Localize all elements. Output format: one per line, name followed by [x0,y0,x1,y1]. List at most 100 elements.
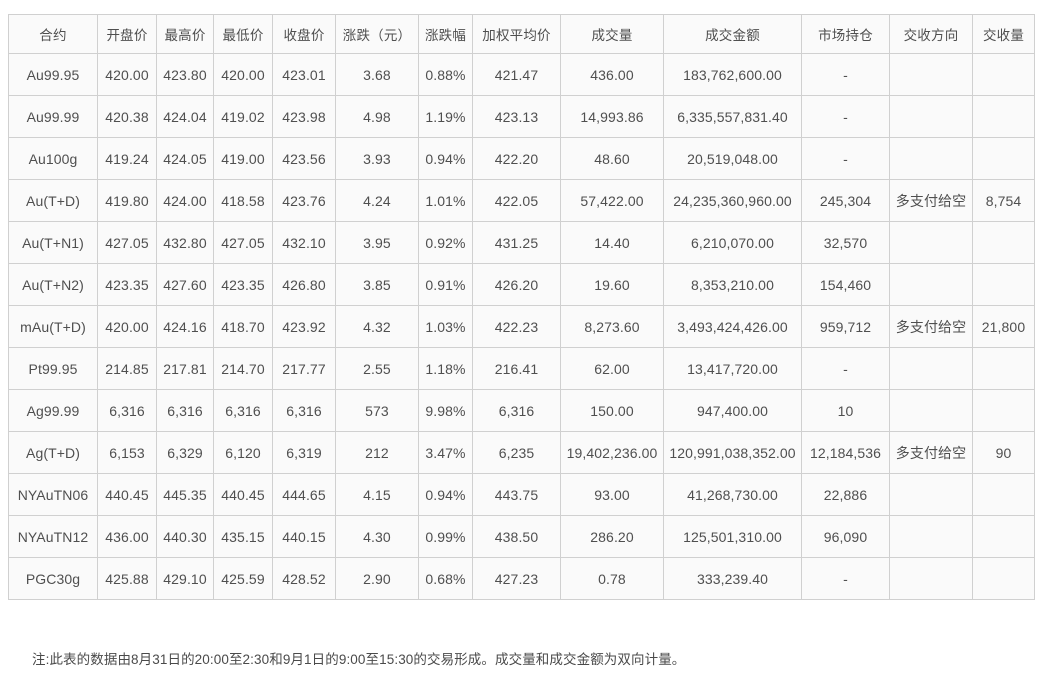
cell-delivery-direction [889,95,973,138]
cell-volume: 436.00 [560,53,664,96]
cell-open-price: 214.85 [97,347,157,390]
cell-turnover: 120,991,038,352.00 [663,431,802,474]
cell-volume: 93.00 [560,473,664,516]
cell-delivery-volume [972,389,1035,432]
cell-open-price: 427.05 [97,221,157,264]
cell-delivery-volume [972,347,1035,390]
cell-change: 573 [335,389,419,432]
cell-contract: PGC30g [8,557,98,600]
cell-open-interest: 245,304 [801,179,890,222]
cell-open-price: 6,153 [97,431,157,474]
cell-high-price: 445.35 [156,473,214,516]
cell-change-percent: 1.19% [418,95,473,138]
cell-change-percent: 0.94% [418,137,473,180]
cell-contract: Au99.95 [8,53,98,96]
cell-contract: Au(T+D) [8,179,98,222]
cell-high-price: 6,329 [156,431,214,474]
cell-open-price: 420.00 [97,305,157,348]
cell-high-price: 424.05 [156,137,214,180]
cell-weighted-average-price: 6,316 [472,389,561,432]
cell-delivery-direction [889,389,973,432]
table-row: mAu(T+D) 420.00 424.16 418.70 423.92 4.32 1.03… [8,305,1035,348]
cell-change-percent: 0.99% [418,515,473,558]
cell-low-price: 420.00 [213,53,273,96]
cell-open-interest: 10 [801,389,890,432]
cell-delivery-direction: 多支付给空 [889,305,973,348]
column-header-delivery-volume: 交收量 [972,14,1035,54]
cell-open-interest: - [801,137,890,180]
cell-close-price: 423.98 [272,95,336,138]
cell-change: 212 [335,431,419,474]
cell-turnover: 3,493,424,426.00 [663,305,802,348]
cell-high-price: 432.80 [156,221,214,264]
cell-open-price: 6,316 [97,389,157,432]
cell-delivery-direction: 多支付给空 [889,179,973,222]
cell-turnover: 41,268,730.00 [663,473,802,516]
table-row: Ag(T+D) 6,153 6,329 6,120 6,319 212 3.47% 6,235… [8,431,1035,474]
cell-turnover: 947,400.00 [663,389,802,432]
table-row: Au(T+N2) 423.35 427.60 423.35 426.80 3.85 0.91… [8,263,1035,306]
cell-weighted-average-price: 438.50 [472,515,561,558]
table-row: Pt99.95 214.85 217.81 214.70 217.77 2.55 1.18%… [8,347,1035,390]
cell-close-price: 426.80 [272,263,336,306]
cell-change: 3.85 [335,263,419,306]
table-header-row: 合约 开盘价 最高价 最低价 收盘价 涨跌（元） 涨跌幅 加权平均价 成交量 成… [8,14,1035,54]
cell-delivery-direction [889,221,973,264]
cell-delivery-volume [972,221,1035,264]
cell-change: 3.95 [335,221,419,264]
cell-close-price: 423.76 [272,179,336,222]
table-body: Au99.95 420.00 423.80 420.00 423.01 3.68 0.88%… [8,53,1035,600]
cell-close-price: 444.65 [272,473,336,516]
cell-low-price: 418.70 [213,305,273,348]
cell-high-price: 427.60 [156,263,214,306]
table-header: 合约 开盘价 最高价 最低价 收盘价 涨跌（元） 涨跌幅 加权平均价 成交量 成… [8,14,1035,54]
cell-weighted-average-price: 6,235 [472,431,561,474]
column-header-open-interest: 市场持仓 [801,14,890,54]
cell-open-interest: - [801,347,890,390]
cell-change-percent: 1.18% [418,347,473,390]
cell-contract: Au99.99 [8,95,98,138]
cell-weighted-average-price: 443.75 [472,473,561,516]
cell-high-price: 423.80 [156,53,214,96]
column-header-open-price: 开盘价 [97,14,157,54]
cell-change-percent: 1.01% [418,179,473,222]
cell-delivery-volume [972,53,1035,96]
cell-contract: Ag(T+D) [8,431,98,474]
cell-close-price: 428.52 [272,557,336,600]
cell-change-percent: 0.68% [418,557,473,600]
table-row: Au99.95 420.00 423.80 420.00 423.01 3.68 0.88%… [8,53,1035,96]
cell-turnover: 20,519,048.00 [663,137,802,180]
cell-open-price: 436.00 [97,515,157,558]
cell-close-price: 440.15 [272,515,336,558]
cell-delivery-volume [972,557,1035,600]
cell-weighted-average-price: 422.20 [472,137,561,180]
cell-turnover: 6,210,070.00 [663,221,802,264]
table-row: NYAuTN12 436.00 440.30 435.15 440.15 4.30 0.99… [8,515,1035,558]
cell-turnover: 333,239.40 [663,557,802,600]
cell-high-price: 429.10 [156,557,214,600]
cell-delivery-volume [972,95,1035,138]
cell-weighted-average-price: 426.20 [472,263,561,306]
cell-contract: Au100g [8,137,98,180]
cell-low-price: 440.45 [213,473,273,516]
cell-change: 2.90 [335,557,419,600]
cell-open-price: 420.00 [97,53,157,96]
cell-close-price: 423.56 [272,137,336,180]
cell-high-price: 440.30 [156,515,214,558]
cell-turnover: 24,235,360,960.00 [663,179,802,222]
cell-low-price: 6,120 [213,431,273,474]
column-header-change-percent: 涨跌幅 [418,14,473,54]
cell-volume: 150.00 [560,389,664,432]
cell-delivery-volume [972,515,1035,558]
cell-open-price: 423.35 [97,263,157,306]
cell-delivery-volume [972,137,1035,180]
market-quote-table: 合约 开盘价 最高价 最低价 收盘价 涨跌（元） 涨跌幅 加权平均价 成交量 成… [8,14,1035,600]
cell-delivery-volume: 90 [972,431,1035,474]
cell-volume: 19.60 [560,263,664,306]
cell-turnover: 183,762,600.00 [663,53,802,96]
column-header-delivery-direction: 交收方向 [889,14,973,54]
cell-open-interest: 12,184,536 [801,431,890,474]
cell-delivery-volume [972,473,1035,516]
table-row: Au100g 419.24 424.05 419.00 423.56 3.93 0.94% 4… [8,137,1035,180]
cell-delivery-direction [889,515,973,558]
